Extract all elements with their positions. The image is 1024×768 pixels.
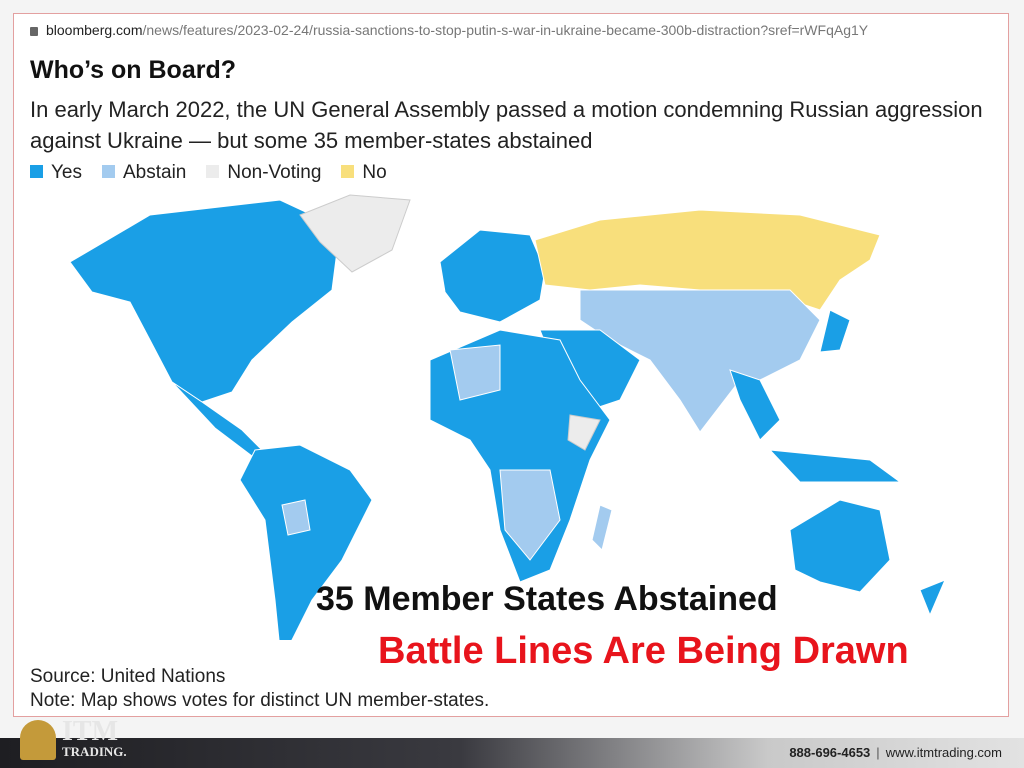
logo-subtext: TRADING.: [62, 744, 127, 759]
screenshot-frame: bloomberg.com/news/features/2023-02-24/r…: [13, 13, 1009, 717]
legend-label: Non-Voting: [227, 162, 322, 183]
southeast-asia: [729, 369, 781, 441]
note: Note: Map shows votes for distinct UN me…: [30, 690, 490, 711]
legend-swatch: [341, 165, 355, 178]
legend-swatch: [30, 165, 43, 178]
legend-item: Abstain: [102, 162, 186, 184]
southern-africa-abstain: [499, 469, 561, 561]
phone: 888-696-4653: [789, 745, 871, 760]
south-america: [239, 444, 373, 640]
legend-item: Non-Voting: [206, 162, 321, 184]
logo-icon: [20, 720, 56, 760]
lock-icon: [30, 27, 38, 36]
title: Who’s on Board?: [30, 56, 236, 84]
legend-swatch: [102, 165, 115, 178]
url-domain: bloomberg.com: [46, 22, 143, 38]
footer: Source: United Nations Note: Map shows v…: [30, 665, 489, 713]
legend-label: No: [362, 162, 387, 183]
headline: 35 Member States Abstained: [316, 580, 778, 618]
greenland: [299, 194, 411, 273]
russia: [534, 209, 881, 311]
legend-label: Abstain: [123, 162, 187, 183]
australia: [789, 499, 891, 593]
legend-item: Yes: [30, 162, 82, 184]
japan: [819, 309, 851, 353]
contact: 888-696-4653 | www.itmtrading.com: [789, 745, 1002, 760]
url-path: /news/features/2023-02-24/russia-sanctio…: [142, 22, 869, 38]
subtitle: In early March 2022, the UN General Asse…: [30, 97, 983, 153]
source: Source: United Nations: [30, 666, 226, 687]
legend-swatch: [206, 165, 220, 178]
north-america: [69, 199, 341, 403]
footer-bar: [0, 738, 1024, 768]
address-bar: bloomberg.com/news/features/2023-02-24/r…: [30, 22, 868, 38]
separator: |: [876, 745, 880, 760]
legend: Yes Abstain Non-Voting No: [30, 162, 387, 184]
horn-of-africa: [567, 414, 601, 451]
europe: [439, 229, 546, 323]
north-africa-abstain: [449, 344, 501, 401]
logo: ITM TRADING.: [20, 716, 160, 766]
legend-label: Yes: [51, 162, 82, 183]
new-zealand: [919, 579, 946, 617]
legend-item: No: [341, 162, 387, 184]
tagline: Battle Lines Are Being Drawn: [378, 630, 909, 672]
logo-text: ITM: [62, 716, 118, 747]
website: www.itmtrading.com: [885, 745, 1002, 760]
bolivia: [281, 499, 311, 536]
indonesia: [768, 449, 902, 483]
world-map: [69, 194, 946, 640]
madagascar: [591, 504, 613, 551]
